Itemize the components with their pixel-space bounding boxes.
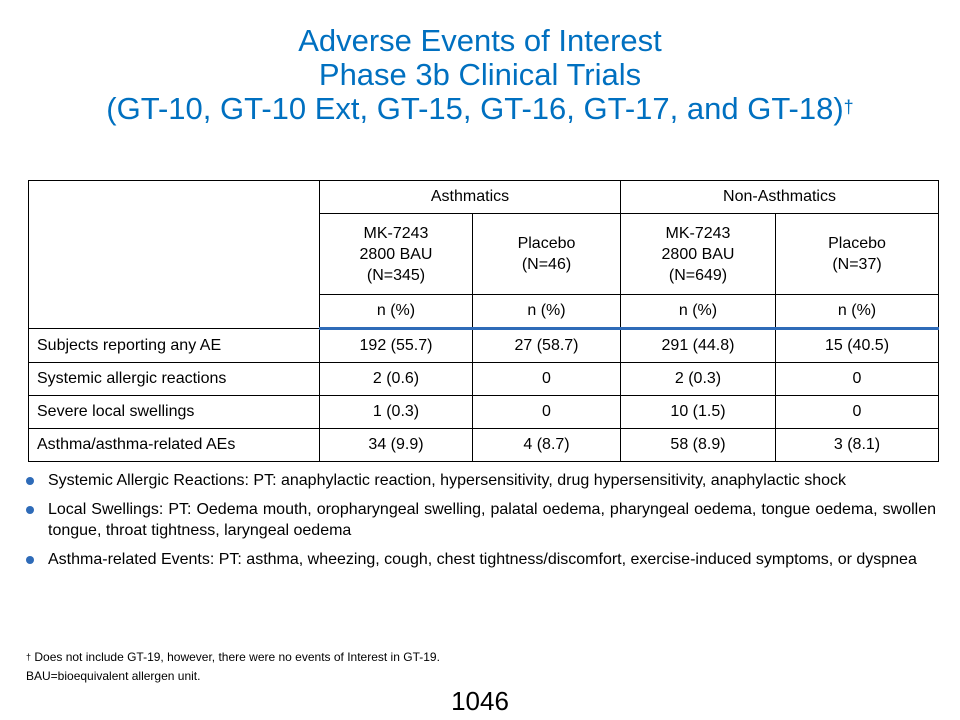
- table-cell: 192 (55.7): [319, 328, 473, 363]
- table-cell: 2 (0.3): [620, 362, 776, 396]
- bullet-icon: [26, 556, 34, 564]
- table-cell: 0: [774, 395, 940, 429]
- table-row: Systemic allergic reactions 2 (0.6) 0 2 …: [28, 362, 940, 396]
- table-cell: 3 (8.1): [774, 428, 940, 462]
- title-line-3: (GT-10, GT-10 Ext, GT-15, GT-16, GT-17, …: [0, 92, 960, 126]
- row-label: Severe local swellings: [28, 395, 320, 429]
- table-cell: 0: [472, 362, 621, 396]
- table-cell: 58 (8.9): [620, 428, 776, 462]
- footnote-dagger: † Does not include GT-19, however, there…: [26, 648, 440, 667]
- table-row: Asthma/asthma-related AEs 34 (9.9) 4 (8.…: [28, 428, 940, 462]
- arm-name: MK-7243: [665, 224, 731, 242]
- title-line-2: Phase 3b Clinical Trials: [318, 57, 642, 92]
- group-header-row: Asthmatics Non-Asthmatics: [28, 180, 940, 329]
- arm-name: MK-7243: [363, 224, 429, 242]
- unit-cell: n (%): [319, 294, 473, 330]
- table-row: Severe local swellings 1 (0.3) 0 10 (1.5…: [28, 395, 940, 429]
- definition-item: Local Swellings: PT: Oedema mouth, oroph…: [24, 499, 936, 541]
- group-header-asthmatics: Asthmatics: [319, 180, 621, 214]
- arm-n: (N=345): [366, 266, 426, 284]
- arm-n: (N=46): [521, 256, 572, 273]
- definition-text: Asthma-related Events: PT: asthma, wheez…: [48, 551, 917, 568]
- title-dagger: †: [843, 97, 854, 117]
- page-number: 1046: [451, 686, 509, 716]
- unit-cell: n (%): [774, 294, 940, 330]
- table-cell: 34 (9.9): [319, 428, 473, 462]
- footnote-text: Does not include GT-19, however, there w…: [34, 650, 440, 664]
- arm-dose: 2800 BAU: [359, 245, 433, 263]
- group-header-non-asthmatics: Non-Asthmatics: [619, 180, 940, 214]
- table-cell: 0: [774, 362, 940, 396]
- arm-header: Placebo (N=37): [774, 213, 940, 295]
- definition-text: Systemic Allergic Reactions: PT: anaphyl…: [48, 472, 846, 489]
- arm-header: MK-7243 2800 BAU (N=649): [620, 213, 776, 295]
- unit-cell: n (%): [620, 294, 776, 330]
- row-label: Asthma/asthma-related AEs: [28, 428, 320, 462]
- title-line-1: Adverse Events of Interest: [298, 23, 662, 58]
- title-line-3-text: (GT-10, GT-10 Ext, GT-15, GT-16, GT-17, …: [106, 91, 844, 126]
- arm-n: (N=649): [668, 266, 728, 284]
- definition-item: Asthma-related Events: PT: asthma, wheez…: [24, 549, 936, 570]
- row-label: Systemic allergic reactions: [28, 362, 320, 396]
- arm-header-row: MK-7243 2800 BAU (N=345) Placebo (N=46) …: [29, 213, 940, 295]
- adverse-events-table: Asthmatics Non-Asthmatics MK-7243 2800 B…: [28, 180, 940, 462]
- arm-header: MK-7243 2800 BAU (N=345): [319, 213, 473, 295]
- definitions-list: Systemic Allergic Reactions: PT: anaphyl…: [24, 470, 936, 578]
- corner-cell: [28, 180, 320, 329]
- table-cell: 27 (58.7): [472, 328, 621, 363]
- unit-cell: n (%): [472, 294, 621, 330]
- table-cell: 15 (40.5): [774, 328, 940, 363]
- row-label: Subjects reporting any AE: [28, 328, 320, 363]
- arm-header: Placebo (N=46): [472, 213, 621, 295]
- table-cell: 1 (0.3): [319, 395, 473, 429]
- definition-text: Local Swellings: PT: Oedema mouth, oroph…: [48, 501, 936, 539]
- table-cell: 10 (1.5): [620, 395, 776, 429]
- table-cell: 4 (8.7): [472, 428, 621, 462]
- slide-title: Adverse Events of Interest Phase 3b Clin…: [0, 24, 960, 126]
- table-cell: 0: [472, 395, 621, 429]
- arm-n: (N=37): [832, 256, 882, 273]
- definition-item: Systemic Allergic Reactions: PT: anaphyl…: [24, 470, 936, 491]
- arm-name: Placebo: [517, 235, 576, 252]
- bullet-icon: [26, 506, 34, 514]
- footnote-abbreviation: BAU=bioequivalent allergen unit.: [26, 669, 201, 683]
- footnotes: † Does not include GT-19, however, there…: [26, 648, 440, 686]
- bullet-icon: [26, 477, 34, 485]
- unit-row: n (%) n (%) n (%) n (%): [29, 294, 940, 330]
- table-cell: 2 (0.6): [319, 362, 473, 396]
- table-cell: 291 (44.8): [620, 328, 776, 363]
- footnote-mark: †: [26, 652, 32, 662]
- table-row: Subjects reporting any AE 192 (55.7) 27 …: [28, 328, 940, 363]
- arm-name: Placebo: [828, 235, 886, 252]
- arm-dose: 2800 BAU: [661, 245, 735, 263]
